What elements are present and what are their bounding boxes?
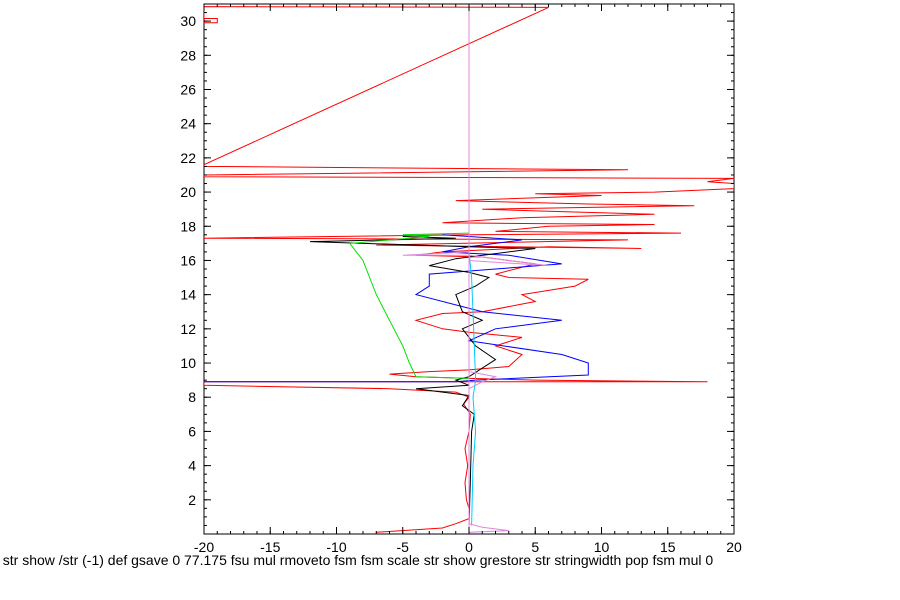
y-tick-label: 30 <box>180 13 196 29</box>
y-tick-label: 8 <box>188 389 196 405</box>
y-tick-label: 4 <box>188 458 196 474</box>
x-tick-label: 15 <box>660 539 676 555</box>
footer-text: f str show /str (-1) def gsave 0 77.175 … <box>0 552 714 568</box>
x-tick-label: 5 <box>531 539 539 555</box>
y-tick-label: 22 <box>180 150 196 166</box>
series-line-3 <box>309 236 536 526</box>
y-tick-label: 14 <box>180 287 196 303</box>
series-line-4 <box>348 232 470 379</box>
x-tick-label: -10 <box>326 539 346 555</box>
y-tick-label: 10 <box>180 355 196 371</box>
y-tick-label: 28 <box>180 47 196 63</box>
y-tick-label: 18 <box>180 218 196 234</box>
y-tick-label: 26 <box>180 81 196 97</box>
series-line-6 <box>402 5 549 533</box>
y-tick-label: 24 <box>180 116 196 132</box>
x-tick-label: 10 <box>594 539 610 555</box>
x-tick-label: 0 <box>465 539 473 555</box>
y-tick-label: 16 <box>180 252 196 268</box>
x-tick-label: -5 <box>397 539 410 555</box>
y-tick-label: 12 <box>180 321 196 337</box>
series-line-5 <box>468 238 477 526</box>
x-tick-label: -15 <box>260 539 280 555</box>
x-tick-label: -20 <box>194 539 214 555</box>
y-tick-label: 2 <box>188 492 196 508</box>
y-tick-label: 20 <box>180 184 196 200</box>
y-tick-label: 6 <box>188 423 196 439</box>
x-tick-label: 20 <box>726 539 742 555</box>
